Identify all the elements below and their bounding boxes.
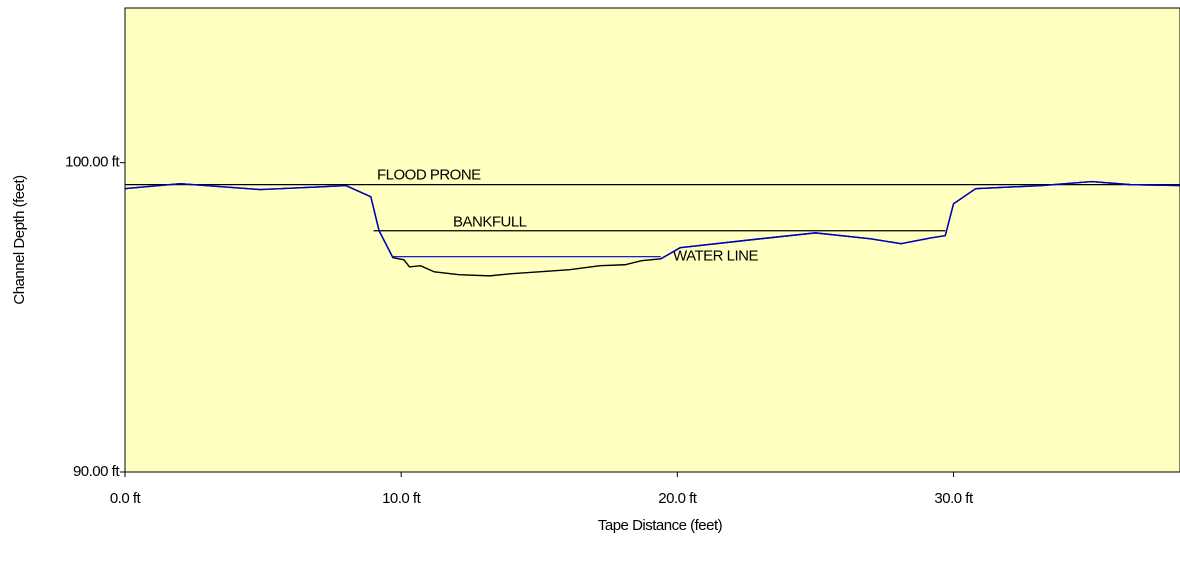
y-tick-label: 90.00 ft — [73, 463, 120, 480]
reference-label: WATER LINE — [673, 248, 759, 265]
profile-line — [124, 180, 1180, 260]
x-tick-label: 20.0 ft — [658, 490, 698, 507]
reference-label: FLOOD PRONE — [377, 167, 481, 184]
y-axis-label: Channel Depth (feet) — [11, 175, 28, 305]
x-axis-label: Tape Distance (feet) — [598, 517, 723, 534]
x-tick-label: 10.0 ft — [382, 490, 422, 507]
y-tick-label: 100.00 ft — [65, 154, 120, 171]
x-tick-label: 30.0 ft — [934, 490, 974, 507]
plot-area — [124, 7, 1180, 473]
x-tick-label: 0.0 ft — [110, 490, 142, 507]
reference-label: BANKFULL — [453, 214, 527, 231]
